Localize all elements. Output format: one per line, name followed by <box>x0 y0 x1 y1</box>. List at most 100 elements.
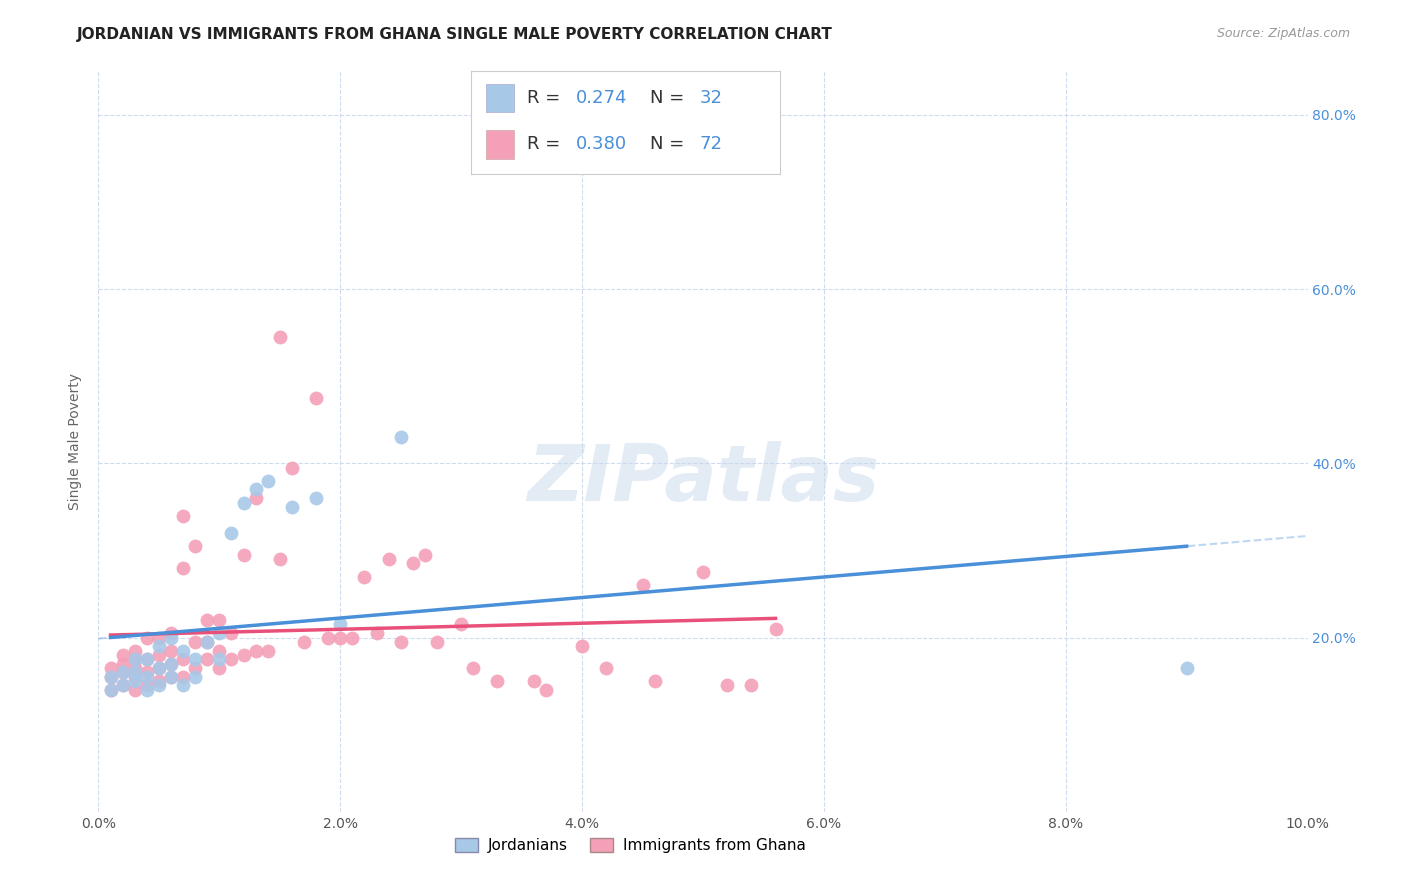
Point <box>256 643 278 657</box>
Point <box>523 674 546 689</box>
Point <box>124 682 146 697</box>
Text: R =: R = <box>527 89 565 107</box>
Point <box>245 491 267 505</box>
Point <box>124 652 146 666</box>
Point <box>426 635 449 649</box>
Point <box>692 565 714 579</box>
Point <box>184 635 207 649</box>
Point <box>160 626 183 640</box>
Text: JORDANIAN VS IMMIGRANTS FROM GHANA SINGLE MALE POVERTY CORRELATION CHART: JORDANIAN VS IMMIGRANTS FROM GHANA SINGL… <box>77 27 834 42</box>
Point <box>148 661 170 675</box>
Point <box>232 548 254 562</box>
Point <box>100 682 122 697</box>
Point <box>111 665 134 680</box>
Point <box>100 670 122 684</box>
Point <box>111 665 134 680</box>
Point <box>135 678 157 692</box>
Point <box>172 678 194 692</box>
Point <box>148 631 170 645</box>
Point <box>184 652 207 666</box>
Point <box>1175 661 1198 675</box>
Point <box>281 500 304 514</box>
Point <box>463 661 485 675</box>
Point <box>184 670 207 684</box>
Point <box>281 460 304 475</box>
Point <box>221 526 243 541</box>
Point <box>111 657 134 671</box>
Point <box>124 661 146 675</box>
Point <box>124 665 146 680</box>
Point <box>256 474 278 488</box>
Point <box>232 495 254 509</box>
Point <box>100 670 122 684</box>
Point <box>160 657 183 671</box>
Point <box>208 626 231 640</box>
Point <box>148 639 170 653</box>
Point <box>124 670 146 684</box>
Legend: Jordanians, Immigrants from Ghana: Jordanians, Immigrants from Ghana <box>450 832 811 860</box>
Point <box>172 508 194 523</box>
Text: R =: R = <box>527 136 565 153</box>
Point <box>148 648 170 662</box>
Text: 0.380: 0.380 <box>576 136 627 153</box>
Point <box>135 652 157 666</box>
Point <box>765 622 787 636</box>
Text: Source: ZipAtlas.com: Source: ZipAtlas.com <box>1216 27 1350 40</box>
Point <box>208 643 231 657</box>
Point <box>595 661 617 675</box>
FancyBboxPatch shape <box>486 130 515 159</box>
Point <box>148 674 170 689</box>
Point <box>221 652 243 666</box>
Point <box>135 652 157 666</box>
Point <box>160 670 183 684</box>
Point <box>716 678 738 692</box>
Point <box>208 613 231 627</box>
Point <box>160 643 183 657</box>
Point <box>100 661 122 675</box>
Point <box>184 539 207 553</box>
Point <box>342 631 364 645</box>
Point <box>184 661 207 675</box>
Text: 0.274: 0.274 <box>576 89 627 107</box>
Point <box>195 635 218 649</box>
Point <box>111 678 134 692</box>
Point <box>377 552 399 566</box>
Point <box>740 678 762 692</box>
Point <box>305 391 328 405</box>
Point <box>353 569 375 583</box>
Text: 32: 32 <box>700 89 723 107</box>
Point <box>160 631 183 645</box>
Point <box>245 483 267 497</box>
Point <box>135 670 157 684</box>
Point <box>366 626 388 640</box>
Point <box>631 578 654 592</box>
Point <box>148 678 170 692</box>
FancyBboxPatch shape <box>486 84 515 112</box>
Point <box>245 643 267 657</box>
Y-axis label: Single Male Poverty: Single Male Poverty <box>69 373 83 510</box>
Point <box>111 678 134 692</box>
Text: N =: N = <box>651 136 690 153</box>
Text: ZIPatlas: ZIPatlas <box>527 441 879 516</box>
Point <box>100 682 122 697</box>
Point <box>124 652 146 666</box>
Point <box>160 670 183 684</box>
Point <box>124 643 146 657</box>
Point <box>111 648 134 662</box>
Point <box>450 617 472 632</box>
Point <box>208 661 231 675</box>
Point <box>208 652 231 666</box>
Point <box>534 682 557 697</box>
Point <box>292 635 315 649</box>
Point <box>232 648 254 662</box>
Point <box>486 674 509 689</box>
Point <box>329 631 352 645</box>
Point <box>124 674 146 689</box>
Point <box>195 635 218 649</box>
Point <box>329 617 352 632</box>
Point <box>172 643 194 657</box>
Point <box>135 682 157 697</box>
Point <box>172 561 194 575</box>
Point <box>195 613 218 627</box>
Point <box>305 491 328 505</box>
